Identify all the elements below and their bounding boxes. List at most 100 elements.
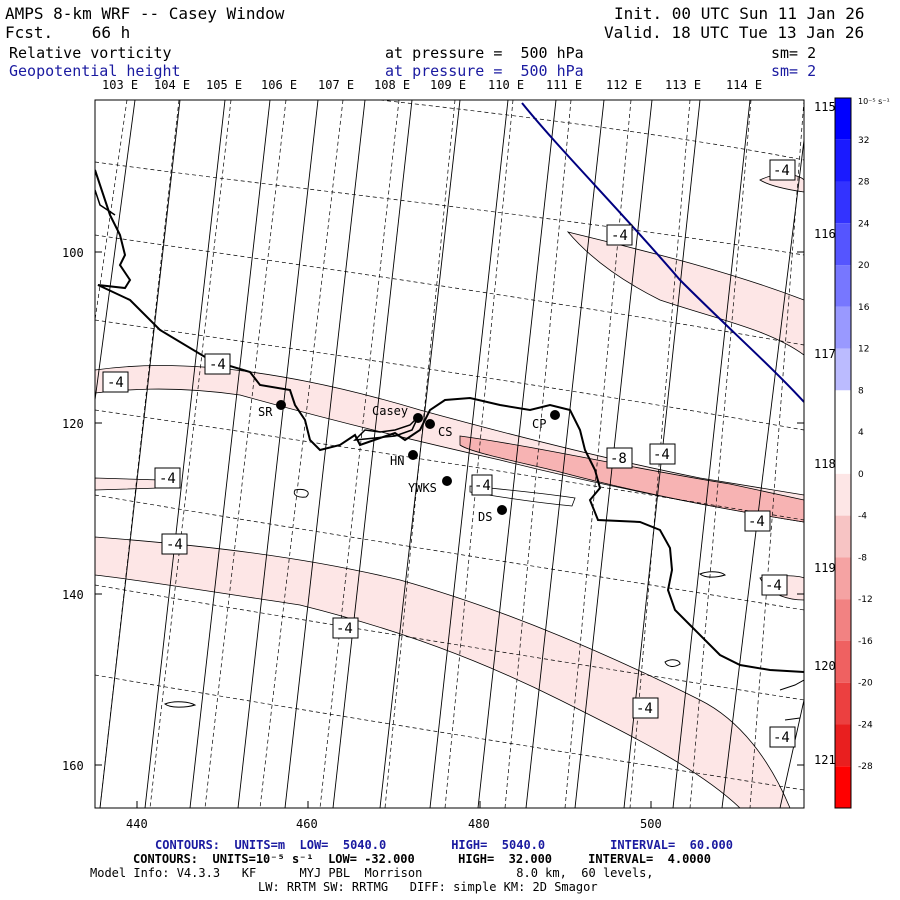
vorticity-band — [95, 536, 791, 808]
colorbar-swatch — [835, 682, 851, 725]
y-tick-label: 140 — [62, 588, 84, 602]
plot-title: AMPS 8-km WRF -- Casey Window — [5, 4, 285, 23]
station-label: CS — [438, 425, 452, 439]
stations: SR Casey CS CP HN YWKS DS — [258, 400, 560, 524]
colorbar — [834, 97, 852, 809]
station-label: CP — [532, 417, 546, 431]
field1-level: at pressure = 500 hPa — [385, 44, 584, 62]
colorbar-label: 32 — [858, 136, 869, 146]
contour-label: -4 — [773, 730, 790, 746]
field2-level: at pressure = 500 hPa — [385, 62, 584, 80]
colorbar-swatch — [835, 390, 851, 433]
station-marker — [497, 505, 507, 515]
colorbar-label: 16 — [858, 303, 870, 313]
init-time: Init. 00 UTC Sun 11 Jan 26 — [614, 4, 865, 23]
colorbar-swatch — [835, 265, 851, 307]
colorbar-label: -12 — [858, 595, 873, 605]
colorbar-swatch — [835, 181, 851, 224]
colorbar-swatch — [835, 766, 851, 808]
colorbar-label: 8 — [858, 386, 864, 396]
colorbar-swatch — [835, 306, 851, 349]
contour-label: -4 — [159, 471, 176, 487]
colorbar-swatch — [835, 139, 851, 182]
station-marker — [425, 419, 435, 429]
colorbar-swatch — [835, 348, 851, 391]
lon-label: 113 E — [665, 78, 701, 92]
station-label: HN — [390, 454, 404, 468]
colorbar-swatch — [835, 223, 851, 266]
colorbar-label: -8 — [858, 553, 867, 563]
vorticity-band — [566, 231, 804, 356]
y-tick-label: 100 — [62, 246, 84, 260]
station-label: DS — [478, 510, 492, 524]
contour-label: -4 — [748, 514, 765, 530]
colorbar-swatch — [835, 640, 851, 683]
station-label: Casey — [372, 404, 408, 418]
lon-label: 111 E — [546, 78, 582, 92]
contour-label: -4 — [336, 621, 353, 637]
lon-label: 110 E — [488, 78, 524, 92]
field1-name: Relative vorticity — [9, 44, 172, 62]
colorbar-label: 4 — [858, 428, 864, 438]
station-marker — [442, 476, 452, 486]
x-tick-label: 440 — [126, 817, 148, 831]
island — [293, 489, 309, 498]
contour-labels: -4 -4 -4 -4 -4 -8 -4 -4 -4 -4 -4 -4 -4 -… — [102, 159, 796, 748]
geopotential-height-contour — [521, 102, 804, 403]
station-label: YWKS — [408, 481, 437, 495]
colorbar-swatch — [835, 724, 851, 767]
lon-label: 108 E — [374, 78, 410, 92]
colorbar-label: -4 — [858, 512, 867, 522]
contour-label: -4 — [636, 701, 653, 717]
plot-frame — [94, 99, 805, 809]
contour-label: -8 — [610, 451, 627, 467]
lon-label: 112 E — [606, 78, 642, 92]
coastline — [95, 189, 116, 216]
longitude-labels-top: 103 E 104 E 105 E 106 E 107 E 108 E 109 … — [102, 78, 762, 92]
colorbar-label: -28 — [858, 762, 873, 772]
x-tick-label: 480 — [468, 817, 490, 831]
colorbar-label: 0 — [858, 470, 864, 480]
contour-label: -4 — [611, 228, 628, 244]
graticule-longitude — [95, 100, 804, 808]
contour-label: -4 — [209, 357, 226, 373]
coastline — [784, 717, 801, 721]
colorbar-label: -20 — [858, 679, 873, 689]
x-tick-label: 460 — [296, 817, 318, 831]
colorbar-label: -24 — [858, 720, 873, 730]
colorbar-label: -16 — [858, 637, 873, 647]
station-marker — [413, 413, 423, 423]
coastline — [779, 679, 804, 691]
colorbar-swatch — [835, 599, 851, 641]
valid-time: Valid. 18 UTC Tue 13 Jan 26 — [604, 23, 865, 42]
colorbar-swatch — [835, 473, 851, 516]
x-tick-label: 500 — [640, 817, 662, 831]
vorticity-band — [459, 435, 804, 523]
colorbar-unit: 10⁻⁵ s⁻¹ — [858, 97, 890, 106]
height-contour-info: CONTOURS: UNITS=m LOW= 5040.0 HIGH= 5040… — [155, 838, 733, 852]
station-marker — [408, 450, 418, 460]
contour-label: -4 — [653, 447, 670, 463]
contour-label: -4 — [773, 163, 790, 179]
lon-label: 103 E — [102, 78, 138, 92]
field2-name: Geopotential height — [9, 62, 181, 80]
y-tick-label: 160 — [62, 759, 84, 773]
colorbar-label: 20 — [858, 261, 870, 271]
station-label: SR — [258, 405, 273, 419]
y-tick-label: 120 — [62, 417, 84, 431]
axis-ticks — [95, 251, 804, 808]
lon-label: 105 E — [206, 78, 242, 92]
colorbar-label: 12 — [858, 345, 869, 355]
field1-smoothing: sm= 2 — [771, 44, 817, 62]
vorticity-contour-info: CONTOURS: UNITS=10⁻⁵ s⁻¹ LOW= -32.000 HI… — [133, 852, 711, 866]
colorbar-labels: 32 28 24 20 16 12 8 4 0 -4 -8 -12 -16 -20 -24 -28 — [858, 136, 873, 772]
vorticity-band — [95, 477, 161, 491]
vorticity-contour — [469, 485, 576, 507]
colorbar-swatch — [835, 98, 851, 140]
lon-label: 114 E — [726, 78, 762, 92]
contour-label: -4 — [765, 578, 782, 594]
contour-label: -4 — [107, 375, 124, 391]
colorbar-label: 28 — [858, 178, 870, 188]
lon-label: 107 E — [318, 78, 354, 92]
